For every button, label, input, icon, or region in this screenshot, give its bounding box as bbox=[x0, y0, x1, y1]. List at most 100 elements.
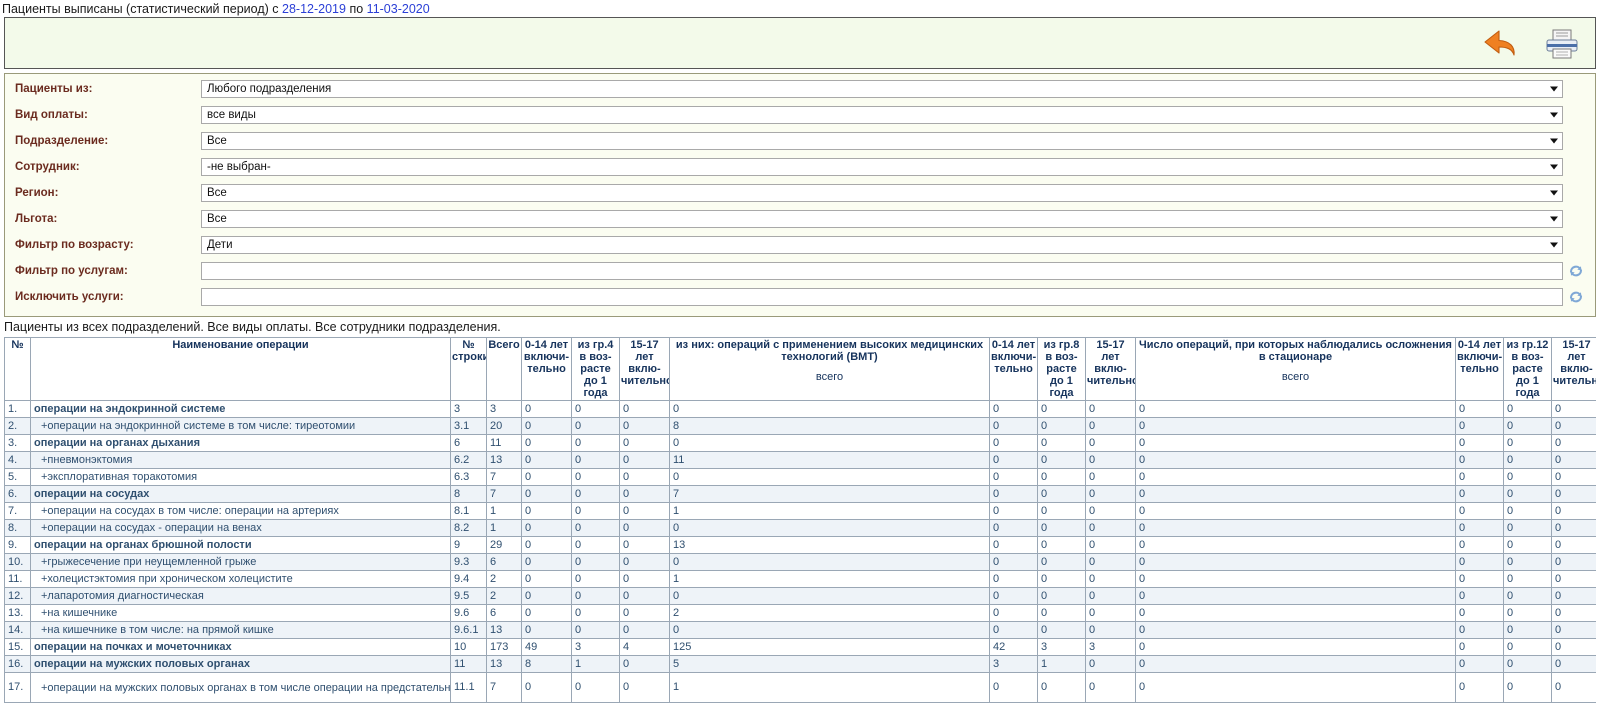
cell-v_gr8: 1 bbox=[1037, 655, 1086, 673]
cell-v0_14: 0 bbox=[989, 485, 1038, 503]
age-filter-value: Дети bbox=[207, 239, 233, 251]
cell-a0_14: 0 bbox=[521, 621, 572, 639]
table-row[interactable]: 8. +операции на сосудах - операции на вен… bbox=[4, 519, 1596, 537]
cell-v_gr8: 0 bbox=[1037, 468, 1086, 486]
cell-total: 11 bbox=[486, 434, 522, 452]
cell-name: +лапаротомия диагностическая bbox=[30, 587, 451, 605]
benefit-select[interactable]: Все bbox=[201, 210, 1563, 228]
print-button[interactable] bbox=[1541, 23, 1583, 65]
table-row[interactable]: 2. +операции на эндокринной системе в том… bbox=[4, 417, 1596, 435]
exclude-services-input[interactable] bbox=[201, 288, 1563, 306]
exclude-services-refresh-button[interactable] bbox=[1563, 289, 1589, 305]
cell-total: 2 bbox=[486, 570, 522, 588]
back-button[interactable] bbox=[1481, 23, 1523, 65]
table-row[interactable]: 3. операции на органах дыхания 6 11 0 0 0 0 0 0 0 0… bbox=[4, 434, 1596, 452]
cell-name: операции на мужских половых органах bbox=[30, 655, 451, 673]
toolbar-panel bbox=[4, 17, 1596, 69]
cell-total: 13 bbox=[486, 451, 522, 469]
cell-c_gr12: 0 bbox=[1503, 655, 1552, 673]
th-index: № bbox=[4, 337, 31, 401]
cell-total: 1 bbox=[486, 502, 522, 520]
filter-panel: Пациенты из: Любого подразделения Вид оп… bbox=[4, 73, 1596, 317]
cell-a0_14: 0 bbox=[521, 672, 572, 703]
table-row[interactable]: 7. +операции на сосудах в том числе: опер… bbox=[4, 502, 1596, 520]
refresh-icon bbox=[1569, 291, 1583, 303]
table-row[interactable]: 11. +холецистэктомия при хроническом холе… bbox=[4, 570, 1596, 588]
cell-v0_14: 0 bbox=[989, 400, 1038, 418]
table-row[interactable]: 17. +операции на мужских половых органах … bbox=[4, 672, 1596, 703]
table-row[interactable]: 16. операции на мужских половых органах 11… bbox=[4, 655, 1596, 673]
services-refresh-button[interactable] bbox=[1563, 263, 1589, 279]
cell-n: 7. bbox=[4, 502, 31, 520]
cell-n: 6. bbox=[4, 485, 31, 503]
table-row[interactable]: 6. операции на сосудах 8 7 0 0 0 7 0 0 0 0 0 0 0 bbox=[4, 485, 1596, 503]
cell-row_num: 11.1 bbox=[450, 672, 487, 703]
cell-v0_14: 0 bbox=[989, 519, 1038, 537]
table-row[interactable]: 4. +пневмонэктомия 6.2 13 0 0 0 11 0 0 0 0 0 0 0 bbox=[4, 451, 1596, 469]
cell-n: 15. bbox=[4, 638, 31, 656]
cell-v15_17: 0 bbox=[1085, 417, 1136, 435]
cell-v15_17: 0 bbox=[1085, 621, 1136, 639]
cell-v0_14: 0 bbox=[989, 468, 1038, 486]
cell-a15_17: 0 bbox=[619, 451, 670, 469]
employee-select[interactable]: -не выбран- bbox=[201, 158, 1563, 176]
cell-c_gr12: 0 bbox=[1503, 553, 1552, 571]
cell-row_num: 11 bbox=[450, 655, 487, 673]
cell-v_gr8: 0 bbox=[1037, 570, 1086, 588]
table-row[interactable]: 14. +на кишечнике в том числе: на прямой … bbox=[4, 621, 1596, 639]
cell-a15_17: 0 bbox=[619, 655, 670, 673]
cell-name: операции на почках и мочеточниках bbox=[30, 638, 451, 656]
cell-gr4: 0 bbox=[571, 417, 620, 435]
cell-c15_17: 0 bbox=[1551, 587, 1596, 605]
cell-c0_14: 0 bbox=[1455, 570, 1504, 588]
department-select[interactable]: Все bbox=[201, 132, 1563, 150]
age-filter-select[interactable]: Дети bbox=[201, 236, 1563, 254]
filter-row-age: Фильтр по возрасту: Дети bbox=[11, 234, 1589, 256]
cell-n: 1. bbox=[4, 400, 31, 418]
cell-vmt: 0 bbox=[669, 434, 990, 452]
table-row[interactable]: 15. операции на почках и мочеточниках 10 17… bbox=[4, 638, 1596, 656]
th-vmt-total: из них: операций с применением высоких м… bbox=[669, 337, 990, 401]
cell-a15_17: 0 bbox=[619, 502, 670, 520]
patients-from-select[interactable]: Любого подразделения bbox=[201, 80, 1563, 98]
cell-a15_17: 0 bbox=[619, 672, 670, 703]
services-filter-input[interactable] bbox=[201, 262, 1563, 280]
cell-total: 3 bbox=[486, 400, 522, 418]
cell-v_gr8: 0 bbox=[1037, 502, 1086, 520]
table-row[interactable]: 5. +эксплоративная торакотомия 6.3 7 0 0 0 0 0 0 0… bbox=[4, 468, 1596, 486]
table-row[interactable]: 1. операции на эндокринной системе 3 3 0 0 0 0 0… bbox=[4, 400, 1596, 418]
cell-v_gr8: 0 bbox=[1037, 434, 1086, 452]
cell-gr4: 0 bbox=[571, 553, 620, 571]
th-compl-0-14: 0-14 лет включи- тельно bbox=[1455, 337, 1504, 401]
cell-compl: 0 bbox=[1135, 536, 1456, 554]
cell-name: +операции на эндокринной системе в том ч… bbox=[30, 417, 451, 435]
cell-compl: 0 bbox=[1135, 672, 1456, 703]
cell-v15_17: 3 bbox=[1085, 638, 1136, 656]
cell-total: 13 bbox=[486, 621, 522, 639]
payment-type-select[interactable]: все виды bbox=[201, 106, 1563, 124]
cell-v15_17: 0 bbox=[1085, 655, 1136, 673]
cell-v15_17: 0 bbox=[1085, 519, 1136, 537]
page-title: Пациенты выписаны (статистический период… bbox=[0, 0, 1600, 17]
cell-v_gr8: 0 bbox=[1037, 519, 1086, 537]
cell-gr4: 0 bbox=[571, 570, 620, 588]
employee-value: -не выбран- bbox=[207, 161, 271, 173]
cell-v_gr8: 0 bbox=[1037, 587, 1086, 605]
cell-a0_14: 0 bbox=[521, 468, 572, 486]
cell-c0_14: 0 bbox=[1455, 604, 1504, 622]
cell-gr4: 0 bbox=[571, 434, 620, 452]
filter-label-benefit: Льгота: bbox=[15, 213, 58, 225]
cell-v0_14: 0 bbox=[989, 604, 1038, 622]
cell-total: 13 bbox=[486, 655, 522, 673]
cell-c0_14: 0 bbox=[1455, 434, 1504, 452]
table-row[interactable]: 9. операции на органах брюшной полости 9 29… bbox=[4, 536, 1596, 554]
table-row[interactable]: 10. +грыжесечение при неущемленной грыже 9… bbox=[4, 553, 1596, 571]
region-select[interactable]: Все bbox=[201, 184, 1563, 202]
cell-c0_14: 0 bbox=[1455, 587, 1504, 605]
cell-c0_14: 0 bbox=[1455, 417, 1504, 435]
cell-compl: 0 bbox=[1135, 400, 1456, 418]
table-row[interactable]: 13. +на кишечнике 9.6 6 0 0 0 2 0 0 0 0 0 0 0 bbox=[4, 604, 1596, 622]
chevron-down-icon bbox=[1550, 138, 1558, 144]
cell-c0_14: 0 bbox=[1455, 519, 1504, 537]
table-row[interactable]: 12. +лапаротомия диагностическая 9.5 2 0 0 0 0 0… bbox=[4, 587, 1596, 605]
